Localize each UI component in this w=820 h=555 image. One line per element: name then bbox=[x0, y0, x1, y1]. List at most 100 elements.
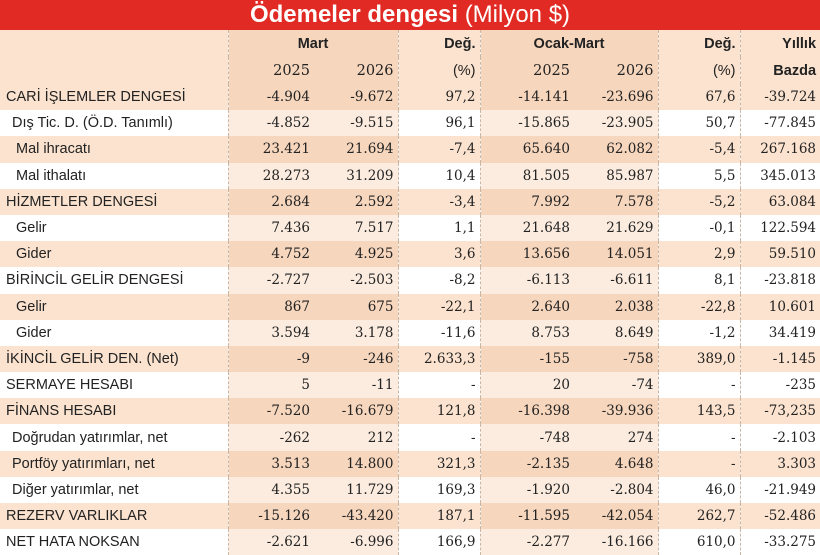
row-label: Doğrudan yatırımlar, net bbox=[12, 429, 168, 446]
table-row: Mal ihracatı 23.421 21.694 -7,4 65.640 62.082… bbox=[0, 136, 820, 163]
table-row: Diğer yatırımlar, net 4.355 11.729 169,3 -1.… bbox=[0, 476, 820, 503]
cell-ocak-mart-2025: 7.992 bbox=[479, 188, 574, 215]
header-row-1: Mart Değ. Ocak-Mart Değ. Yıllık bbox=[0, 30, 820, 57]
cell-yillik-bazda: 267.168 bbox=[739, 136, 820, 163]
cell-mart-deg: -3,4 bbox=[397, 188, 480, 215]
cell-ocak-mart-deg: 143,5 bbox=[657, 398, 741, 425]
cell-yillik-bazda: -21.949 bbox=[739, 476, 820, 503]
balance-of-payments-table: Mart Değ. Ocak-Mart Değ. Yıllık 2025 202… bbox=[0, 30, 820, 555]
cell-mart-2026: -246 bbox=[314, 345, 398, 373]
cell-ocak-mart-2025: -14.141 bbox=[479, 84, 574, 111]
header-row-2: 2025 2026 (%) 2025 2026 (%) Bazda bbox=[0, 57, 820, 84]
cell-mart-deg: 96,1 bbox=[397, 110, 480, 137]
cell-ocak-mart-2025: 2.640 bbox=[479, 293, 574, 320]
cell-yillik-bazda: 345.013 bbox=[739, 162, 820, 189]
table-row: Gider 3.594 3.178 -11,6 8.753 8.649 -1,2 34.419 bbox=[0, 319, 820, 346]
header-deg-unit-1: (%) bbox=[397, 57, 480, 84]
cell-mart-deg: 166,9 bbox=[397, 529, 480, 555]
cell-ocak-mart-2026: -758 bbox=[574, 345, 659, 373]
cell-ocak-mart-2026: -2.804 bbox=[574, 476, 659, 503]
cell-mart-deg: -22,1 bbox=[397, 293, 480, 320]
cell-ocak-mart-2025: -155 bbox=[479, 345, 574, 373]
cell-mart-2025: -15.126 bbox=[227, 503, 314, 530]
table-title: Ödemeler dengesi (Milyon $) bbox=[0, 0, 820, 30]
cell-mart-2026: -9.515 bbox=[314, 110, 398, 137]
cell-mart-2025: 23.421 bbox=[227, 136, 314, 163]
cell-mart-2025: 3.594 bbox=[227, 319, 314, 346]
cell-mart-2026: -11 bbox=[314, 372, 398, 399]
table-row: Gider 4.752 4.925 3,6 13.656 14.051 2,9 59.510 bbox=[0, 241, 820, 268]
row-label: CARİ İŞLEMLER DENGESİ bbox=[0, 84, 228, 111]
cell-ocak-mart-2025: 20 bbox=[479, 372, 574, 399]
cell-ocak-mart-2026: -42.054 bbox=[574, 503, 659, 530]
row-label: SERMAYE HESABI bbox=[6, 377, 134, 394]
cell-ocak-mart-2025: 21.648 bbox=[479, 214, 574, 242]
cell-yillik-bazda: 10.601 bbox=[739, 293, 820, 320]
cell-mart-deg: 10,4 bbox=[397, 162, 480, 189]
cell-mart-2025: 4.355 bbox=[227, 476, 314, 503]
cell-ocak-mart-2026: -16.166 bbox=[574, 529, 659, 555]
row-label: HİZMETLER DENGESİ bbox=[0, 188, 228, 215]
cell-ocak-mart-deg: 67,6 bbox=[657, 84, 741, 111]
cell-mart-2026: 21.694 bbox=[314, 136, 398, 163]
cell-ocak-mart-deg: -5,2 bbox=[657, 188, 741, 215]
cell-yillik-bazda: -33.275 bbox=[739, 529, 820, 555]
cell-yillik-bazda: -23.818 bbox=[739, 267, 820, 294]
cell-ocak-mart-deg: -0,1 bbox=[657, 214, 741, 242]
title-main: Ödemeler dengesi bbox=[249, 1, 459, 28]
cell-yillik-bazda: -235 bbox=[739, 372, 820, 399]
cell-mart-deg: 1,1 bbox=[397, 214, 480, 242]
header-year-2: 2026 bbox=[314, 57, 398, 84]
row-label: NET HATA NOKSAN bbox=[6, 534, 140, 551]
cell-mart-2026: -9.672 bbox=[314, 84, 398, 111]
cell-ocak-mart-deg: - bbox=[657, 372, 741, 399]
cell-mart-deg: 2.633,3 bbox=[397, 345, 480, 373]
cell-ocak-mart-2026: 274 bbox=[574, 424, 659, 451]
cell-ocak-mart-2026: 4.648 bbox=[574, 450, 659, 477]
row-label: Diğer yatırımlar, net bbox=[12, 481, 139, 498]
cell-ocak-mart-2025: -1.920 bbox=[479, 476, 574, 503]
cell-mart-deg: -7,4 bbox=[397, 136, 480, 163]
header-deg-1: Değ. bbox=[397, 30, 480, 57]
header-mart: Mart bbox=[227, 30, 398, 57]
cell-ocak-mart-deg: 8,1 bbox=[657, 267, 741, 294]
row-label: Gider bbox=[0, 241, 228, 268]
row-label: İKİNCİL GELİR DEN. (Net) bbox=[0, 345, 228, 373]
cell-yillik-bazda: 59.510 bbox=[739, 241, 820, 268]
table-row: Gelir 867 675 -22,1 2.640 2.038 -22,8 10.601 bbox=[0, 293, 820, 320]
cell-mart-2025: -2.727 bbox=[227, 267, 314, 294]
cell-mart-deg: 169,3 bbox=[397, 476, 480, 503]
cell-yillik-bazda: 34.419 bbox=[739, 319, 820, 346]
header-year-1: 2025 bbox=[227, 57, 314, 84]
cell-ocak-mart-deg: 50,7 bbox=[657, 110, 741, 137]
cell-yillik-bazda: -2.103 bbox=[739, 424, 820, 451]
cell-yillik-bazda: -1.145 bbox=[739, 345, 820, 373]
row-label: Gider bbox=[16, 324, 52, 341]
cell-ocak-mart-2026: -74 bbox=[574, 372, 659, 399]
table-row: CARİ İŞLEMLER DENGESİ -4.904 -9.672 97,2 -14… bbox=[0, 84, 820, 111]
cell-ocak-mart-deg: - bbox=[657, 450, 741, 477]
cell-ocak-mart-deg: -5,4 bbox=[657, 136, 741, 163]
cell-mart-deg: 187,1 bbox=[397, 503, 480, 530]
cell-mart-2026: 7.517 bbox=[314, 214, 398, 242]
cell-mart-2026: 2.592 bbox=[314, 188, 398, 215]
cell-mart-2025: 7.436 bbox=[227, 214, 314, 242]
header-ocak-mart: Ocak-Mart bbox=[479, 30, 659, 57]
row-label: FİNANS HESABI bbox=[0, 398, 228, 425]
cell-mart-2026: -6.996 bbox=[314, 529, 398, 555]
row-label: Gelir bbox=[16, 220, 47, 237]
table-row: NET HATA NOKSAN -2.621 -6.996 166,9 -2.277 -1… bbox=[0, 529, 820, 555]
table-row: Portföy yatırımları, net 3.513 14.800 321,3… bbox=[0, 450, 820, 477]
cell-ocak-mart-2026: 85.987 bbox=[574, 162, 659, 189]
title-unit: (Milyon $) bbox=[464, 1, 571, 28]
table-row: REZERV VARLIKLAR -15.126 -43.420 187,1 -11.5… bbox=[0, 503, 820, 530]
cell-mart-2026: 14.800 bbox=[314, 450, 398, 477]
cell-ocak-mart-2026: 21.629 bbox=[574, 214, 659, 242]
row-label: REZERV VARLIKLAR bbox=[0, 503, 228, 530]
cell-ocak-mart-deg: 46,0 bbox=[657, 476, 741, 503]
header-yillik: Yıllık bbox=[739, 30, 820, 57]
table-row: FİNANS HESABI -7.520 -16.679 121,8 -16.398 -3… bbox=[0, 398, 820, 425]
cell-mart-deg: -11,6 bbox=[397, 319, 480, 346]
cell-mart-deg: -8,2 bbox=[397, 267, 480, 294]
header-bazda: Bazda bbox=[739, 57, 820, 84]
